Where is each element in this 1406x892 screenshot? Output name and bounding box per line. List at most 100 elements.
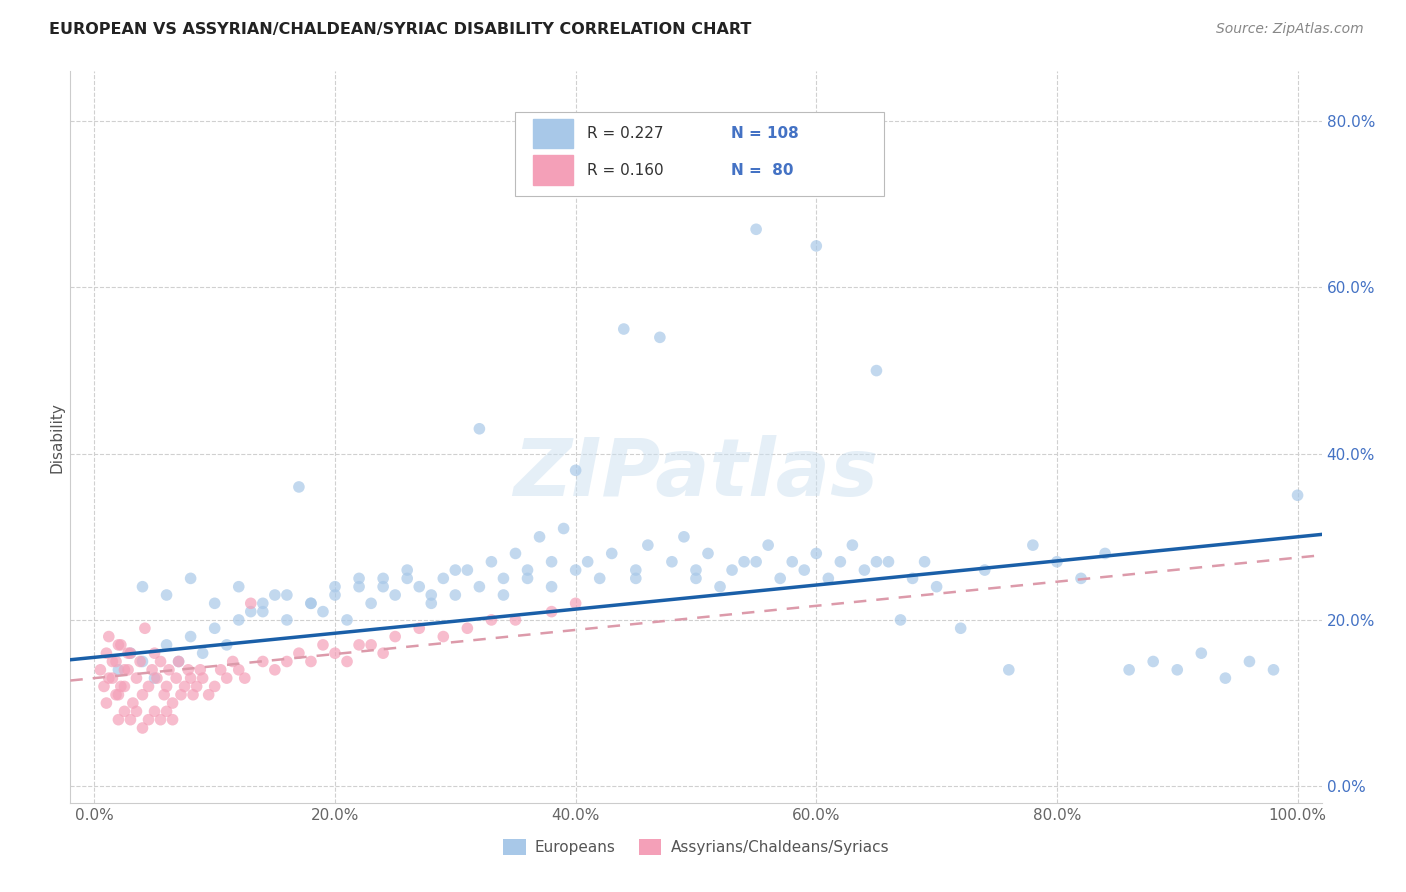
Point [481,613,503,627]
Point [384,630,406,644]
Point [877,555,900,569]
Point [1215,671,1237,685]
Point [817,571,839,585]
Point [1022,538,1045,552]
Point [93,680,115,694]
Point [186,680,208,694]
Point [138,713,160,727]
Point [901,571,924,585]
Point [540,555,562,569]
Point [456,621,478,635]
Point [925,580,948,594]
Point [191,671,214,685]
Point [685,563,707,577]
Point [420,588,443,602]
Point [420,596,443,610]
Point [105,688,128,702]
Point [456,563,478,577]
Point [117,646,139,660]
Point [516,571,538,585]
Point [125,671,148,685]
Point [564,563,586,577]
Point [564,463,586,477]
Point [299,596,322,610]
Point [806,239,828,253]
Point [685,571,707,585]
Point [1189,646,1212,660]
Point [853,563,876,577]
Text: N = 108: N = 108 [731,126,799,141]
FancyBboxPatch shape [533,155,574,185]
Point [209,663,232,677]
Point [1166,663,1188,677]
Point [949,621,972,635]
Point [149,713,172,727]
Point [204,621,226,635]
FancyBboxPatch shape [515,112,883,195]
Point [204,680,226,694]
Point [697,546,720,560]
Point [114,680,136,694]
Point [432,571,454,585]
Point [120,646,142,660]
Point [105,655,128,669]
Point [505,613,527,627]
Point [180,671,202,685]
Point [114,663,136,677]
Point [131,655,153,669]
Point [141,663,163,677]
Point [1239,655,1261,669]
Point [131,580,153,594]
Point [648,330,671,344]
Point [336,655,359,669]
Point [252,596,274,610]
Point [745,222,768,236]
Point [97,671,120,685]
Point [121,696,145,710]
Point [347,571,370,585]
Point [167,655,190,669]
Point [239,605,262,619]
Point [107,713,129,727]
Point [96,696,118,710]
Point [143,646,166,660]
Point [288,480,311,494]
Point [889,613,911,627]
Point [613,322,636,336]
Point [371,571,394,585]
Legend: Europeans, Assyrians/Chaldeans/Syriacs: Europeans, Assyrians/Chaldeans/Syriacs [496,833,896,861]
Point [793,563,815,577]
Point [155,705,177,719]
Point [110,680,132,694]
Point [360,638,382,652]
Text: R = 0.160: R = 0.160 [588,162,664,178]
Point [672,530,695,544]
Point [107,663,129,677]
Point [721,563,744,577]
Text: Source: ZipAtlas.com: Source: ZipAtlas.com [1216,22,1364,37]
Point [396,563,419,577]
Point [865,363,887,377]
Point [347,580,370,594]
Point [756,538,779,552]
Point [276,588,298,602]
Point [180,630,202,644]
Point [120,646,142,660]
Point [134,621,156,635]
Point [299,655,322,669]
Point [371,580,394,594]
Point [830,555,852,569]
Point [276,613,298,627]
Point [600,546,623,560]
Point [149,655,172,669]
Point [215,638,238,652]
Point [540,605,562,619]
FancyBboxPatch shape [533,119,574,148]
Point [312,605,335,619]
Point [432,630,454,644]
Point [408,580,430,594]
Point [197,688,219,702]
Text: EUROPEAN VS ASSYRIAN/CHALDEAN/SYRIAC DISABILITY CORRELATION CHART: EUROPEAN VS ASSYRIAN/CHALDEAN/SYRIAC DIS… [49,22,752,37]
Point [288,646,311,660]
Point [155,588,177,602]
